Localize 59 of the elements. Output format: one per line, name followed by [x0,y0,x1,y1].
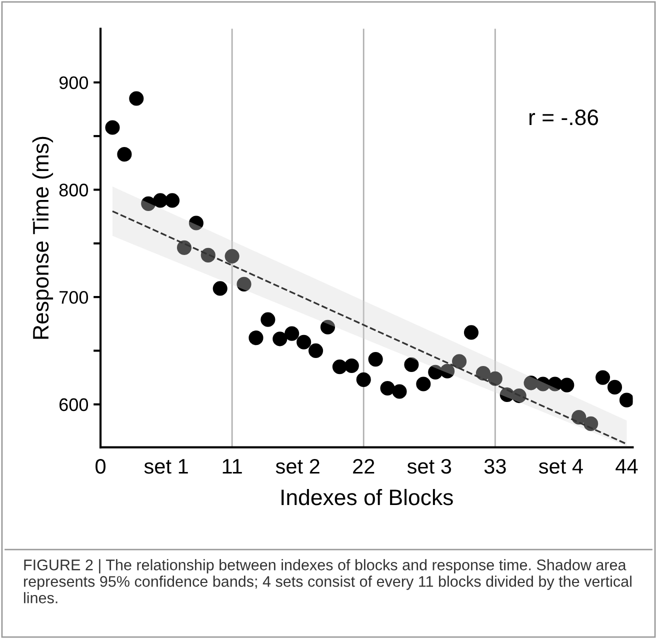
point [117,147,132,162]
point [296,334,312,350]
point [176,240,192,255]
point [392,384,407,399]
point [332,360,347,374]
point [404,357,419,372]
y-axis-title: Response Time (ms) [32,136,54,339]
y-tick-label: 600 [60,398,88,412]
x-tick-label: set 4 [538,459,583,474]
x-tick-label: 0 [96,458,106,474]
caption: FIGURE 2 | The relationship between indexes of blocks and response time. Shadow area represents 95% confidence bands; 4 sets consist of every 11 blocks divided by the vertical lines. [24,559,632,604]
point [548,376,562,392]
point [105,120,120,135]
point [512,388,526,404]
point [248,330,264,346]
point [344,358,359,374]
point [224,248,240,264]
point [572,410,586,425]
x-tick-label: 11 [222,459,242,474]
y-tick-label: 900 [59,76,88,90]
annotation: r = -.86 [529,110,598,126]
point [428,364,443,380]
point [488,371,502,386]
point [308,343,324,358]
point [452,354,467,369]
point [260,312,276,327]
x-tick-label: 33 [484,458,506,474]
point [584,416,598,431]
point [440,364,455,378]
point [153,193,168,208]
y-tick-label: 800 [59,184,88,196]
point [536,376,550,392]
point [129,91,144,106]
point [607,380,622,394]
point [524,376,538,390]
point [272,332,288,346]
x-tick-label: set 1 [144,459,188,474]
x-axis-title: Indexes of Blocks [282,488,453,506]
point [188,216,204,230]
point [320,320,336,334]
point [619,392,633,408]
point [212,281,228,296]
point [476,366,490,381]
point [356,372,371,387]
point [236,276,252,292]
point [164,193,180,208]
point [141,196,156,211]
point [464,325,479,340]
y-tick-label: 700 [60,290,88,304]
point [560,378,574,392]
point [380,380,395,396]
x-tick-label: 44 [616,459,638,474]
point [596,370,610,385]
x-tick-label: 22 [353,458,374,474]
point [284,326,300,341]
x-tick-label: set 2 [276,458,320,474]
point [416,376,431,392]
point [368,352,383,367]
x-tick-label: set 3 [407,458,452,474]
